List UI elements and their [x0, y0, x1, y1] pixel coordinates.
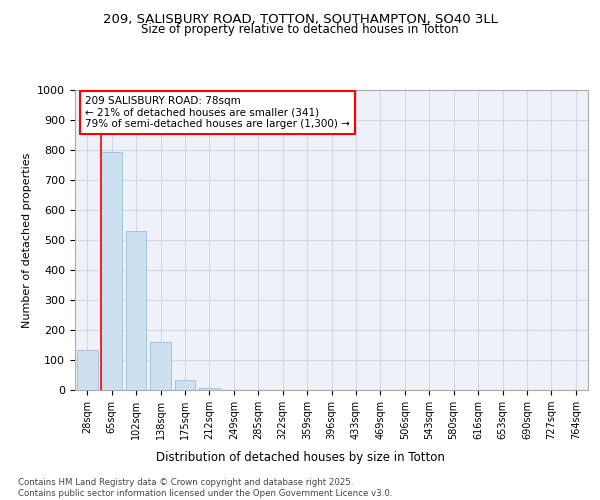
Y-axis label: Number of detached properties: Number of detached properties: [22, 152, 32, 328]
Bar: [175, 380, 196, 390]
Text: 209, SALISBURY ROAD, TOTTON, SOUTHAMPTON, SO40 3LL: 209, SALISBURY ROAD, TOTTON, SOUTHAMPTON…: [103, 12, 497, 26]
Text: Distribution of detached houses by size in Totton: Distribution of detached houses by size …: [155, 451, 445, 464]
Bar: [150, 342, 171, 390]
Bar: [77, 350, 98, 390]
Text: Size of property relative to detached houses in Totton: Size of property relative to detached ho…: [141, 22, 459, 36]
Text: Contains HM Land Registry data © Crown copyright and database right 2025.
Contai: Contains HM Land Registry data © Crown c…: [18, 478, 392, 498]
Bar: [101, 152, 122, 390]
Text: 209 SALISBURY ROAD: 78sqm
← 21% of detached houses are smaller (341)
79% of semi: 209 SALISBURY ROAD: 78sqm ← 21% of detac…: [85, 96, 350, 129]
Bar: [125, 231, 146, 390]
Bar: [199, 388, 220, 390]
